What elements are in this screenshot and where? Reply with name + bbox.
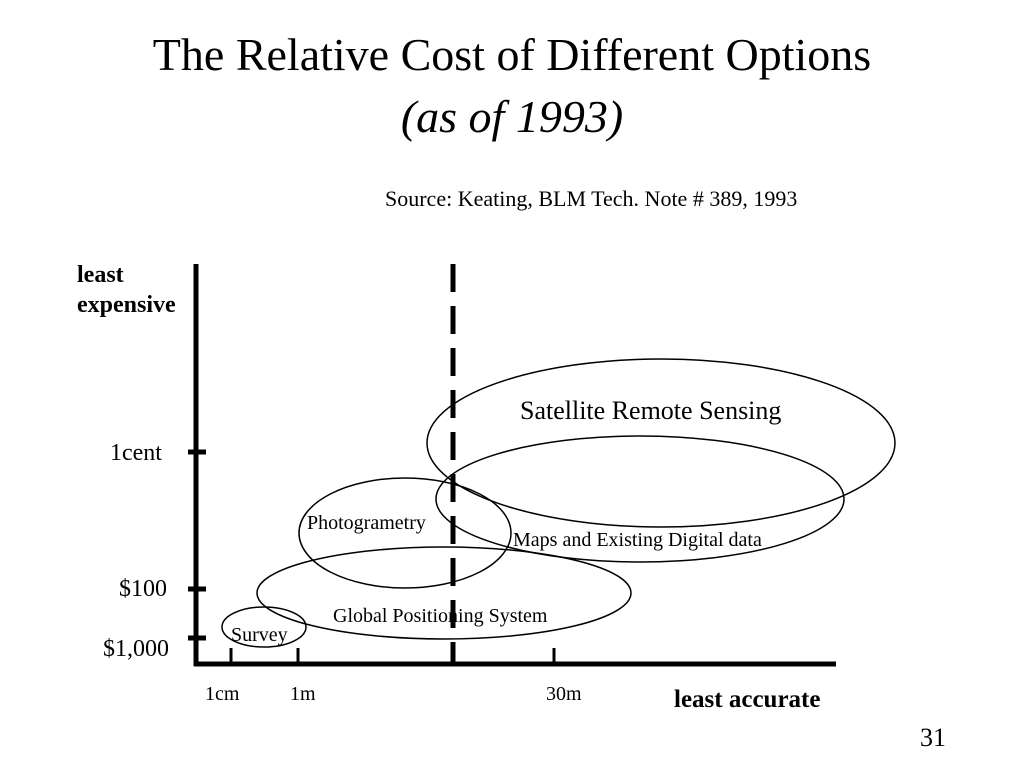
x-tick-label-30m: 30m [546, 683, 582, 705]
source-note: Source: Keating, BLM Tech. Note # 389, 1… [385, 186, 798, 211]
y-axis-top-label-line1: least [77, 262, 124, 288]
y-tick-label-100: $100 [119, 576, 167, 602]
y-tick-label-1cent: 1cent [110, 440, 162, 466]
slide-title: The Relative Cost of Different Options [152, 29, 872, 80]
x-tick-label-1cm: 1cm [205, 683, 240, 705]
y-tick-label-1000: $1,000 [103, 636, 169, 662]
x-tick-label-1m: 1m [290, 683, 316, 705]
slide-subtitle: (as of 1993) [400, 91, 624, 142]
gps-ellipse [256, 546, 632, 640]
page-number: 31 [920, 723, 946, 752]
photogrammetry-label: Photogrametry [307, 512, 426, 534]
x-axis-end-label: least accurate [674, 686, 821, 713]
satellite-ellipse [426, 358, 896, 528]
maps-ellipse [435, 435, 845, 563]
y-axis-top-label-line2: expensive [77, 292, 176, 318]
gps-label: Global Positioning System [333, 605, 548, 627]
maps-label: Maps and Existing Digital data [513, 529, 762, 551]
photogrammetry-ellipse [298, 477, 512, 589]
satellite-label: Satellite Remote Sensing [520, 396, 782, 425]
survey-ellipse [221, 606, 307, 648]
survey-label: Survey [231, 624, 288, 646]
